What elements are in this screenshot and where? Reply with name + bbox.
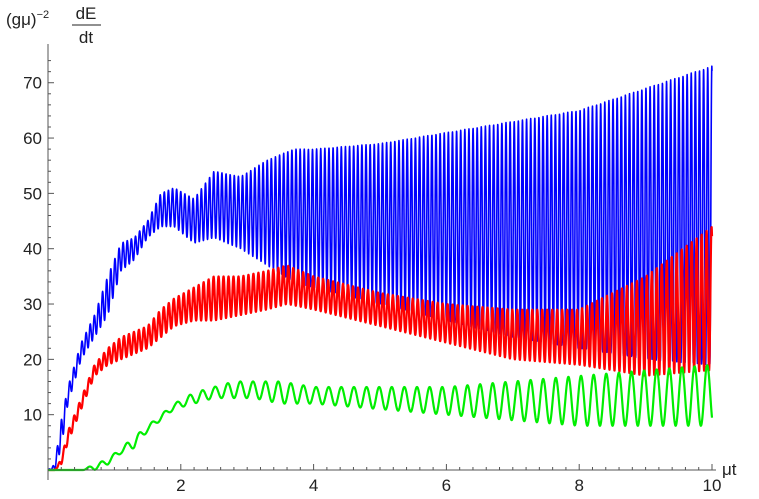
x-tick-label: 2 — [176, 476, 185, 495]
series-layer — [47, 65, 714, 472]
x-axis-label: μt — [722, 460, 737, 479]
ticks-layer: 2 4 6 8 10 10 20 30 40 50 60 70 — [23, 60, 722, 495]
y-tick-label: 10 — [23, 406, 42, 425]
axes-layer — [47, 44, 716, 480]
y-label-denominator: dt — [79, 28, 93, 47]
y-tick-label: 70 — [23, 74, 42, 93]
y-tick-label: 40 — [23, 240, 42, 259]
series-line-2 — [47, 226, 714, 472]
y-label-exponent: −2 — [37, 9, 50, 21]
y-tick-label: 30 — [23, 295, 42, 314]
svg-text:(gμ)−2: (gμ)−2 — [6, 9, 49, 29]
y-tick-label: 60 — [23, 129, 42, 148]
x-tick-label: 8 — [574, 476, 583, 495]
x-tick-label: 10 — [703, 476, 722, 495]
series-line-1 — [47, 65, 713, 471]
y-tick-label: 50 — [23, 184, 42, 203]
x-tick-label: 4 — [309, 476, 318, 495]
y-tick-label: 20 — [23, 350, 42, 369]
y-label-prefix: (gμ) — [6, 10, 37, 29]
x-tick-label: 6 — [442, 476, 451, 495]
series-line-3 — [47, 364, 714, 472]
y-label-numerator: dE — [76, 4, 97, 23]
y-axis-label: (gμ)−2 dE dt — [6, 4, 101, 47]
